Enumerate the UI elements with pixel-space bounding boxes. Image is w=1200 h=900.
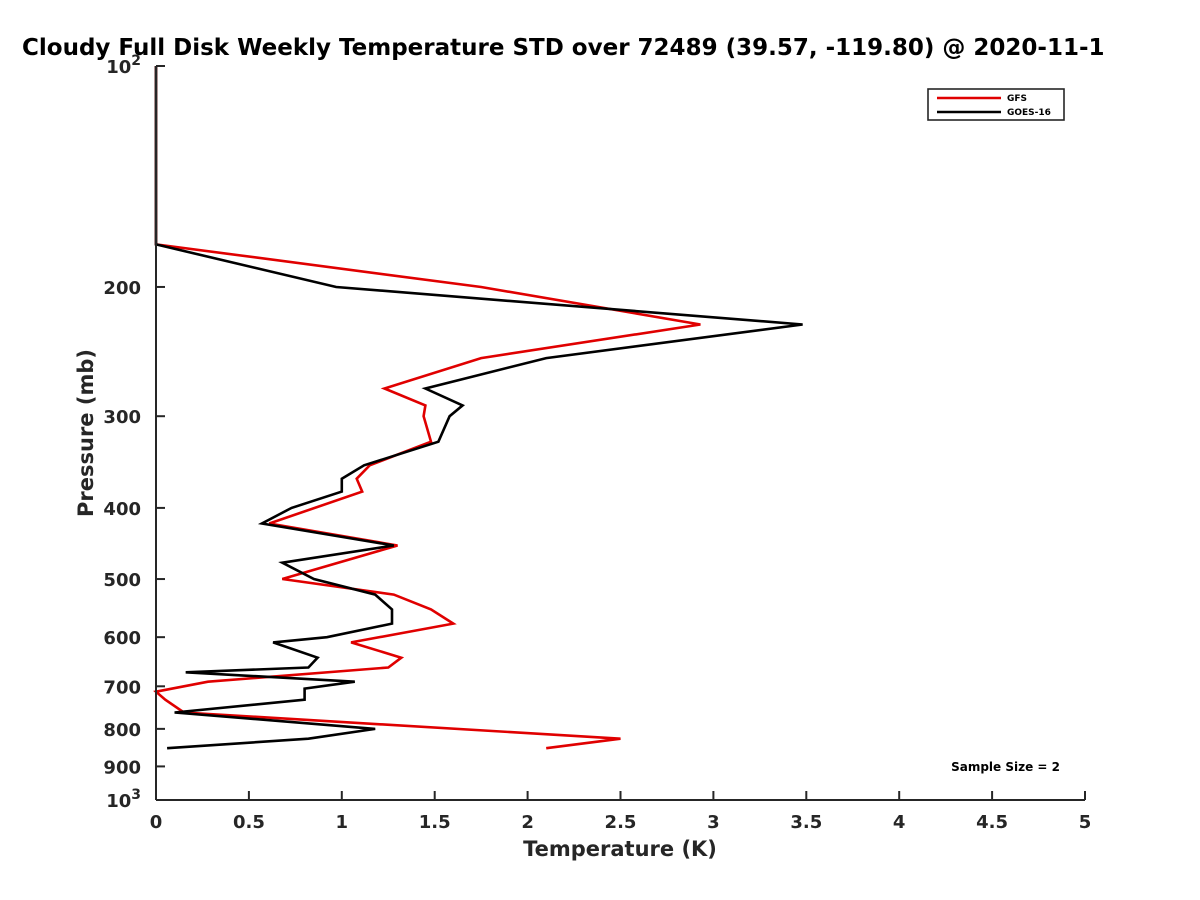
x-tick-label: 5 [1079,812,1092,833]
x-tick-label: 4 [893,812,906,833]
x-tick-label: 1.5 [419,812,451,833]
y-axis-label: Pressure (mb) [74,349,98,517]
axes-layer: 0 0.5 1 1.5 2 2.5 3 3.5 4 4.5 5 200 300 400 500 600 700 8… [103,53,1091,833]
y-tick-label: 900 [103,757,141,778]
y-tick-label: 600 [103,628,141,649]
x-axis-label: Temperature (K) [523,837,717,861]
legend-box [927,88,1065,121]
y-tick-label: 800 [103,720,141,741]
series-layer [153,66,803,750]
series-line-goes-16 [154,66,803,750]
y-tick-label: 700 [103,677,141,698]
y-tick-label-power: 103 [106,787,141,812]
series-line-gfs [153,66,701,750]
x-tick-label: 3.5 [790,812,822,833]
y-tick-label-power: 102 [106,53,141,78]
x-tick-label: 4.5 [976,812,1008,833]
legend-label-gfs: GFS [1007,94,1027,104]
x-tick-label: 2.5 [605,812,637,833]
legend-label-goes-16: GOES-16 [1007,108,1051,118]
x-tick-label: 1 [336,812,349,833]
y-tick-label: 300 [103,407,141,428]
y-tick-label: 400 [103,499,141,520]
x-tick-label: 2 [521,812,534,833]
sample-size-annotation: Sample Size = 2 [951,760,1060,774]
x-tick-label: 0.5 [233,812,265,833]
y-tick-label: 200 [103,278,141,299]
chart-title: Cloudy Full Disk Weekly Temperature STD … [22,35,1105,61]
x-tick-label: 0 [150,812,163,833]
legend: GFS GOES-16 [927,88,1065,121]
x-tick-label: 3 [707,812,720,833]
y-tick-label: 500 [103,570,141,591]
